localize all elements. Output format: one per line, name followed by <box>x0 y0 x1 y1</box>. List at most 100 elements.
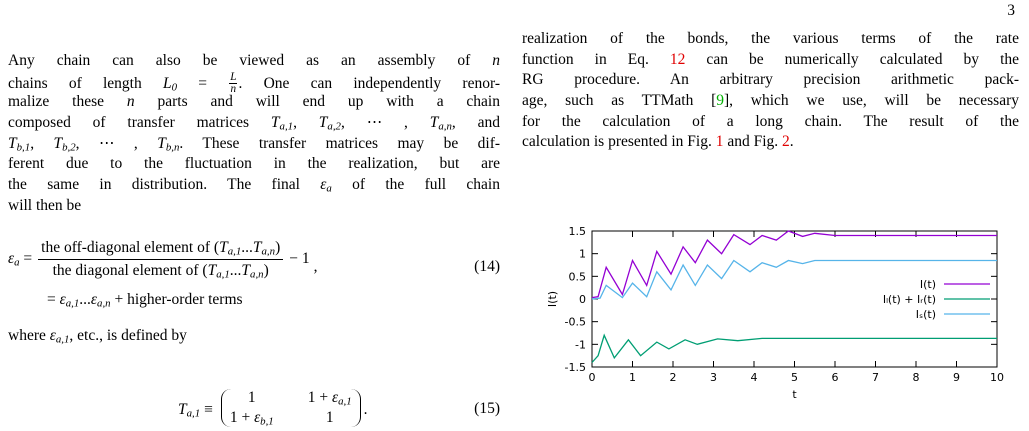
subscript: a,1 <box>65 297 80 310</box>
text: ≡ <box>200 401 213 418</box>
x-tick-label: 9 <box>953 371 960 384</box>
text: of the full chain <box>331 176 500 194</box>
text: , <box>30 134 54 152</box>
text: 1 + <box>307 389 332 406</box>
reference-link[interactable]: 1 <box>715 133 724 151</box>
math-symbol: T <box>270 114 280 132</box>
equation: εa = the off-diagonal element of (Ta,1..… <box>8 234 500 284</box>
equation-end: . <box>363 401 368 418</box>
citation-link[interactable]: 9 <box>716 92 724 110</box>
math-symbol: T <box>219 238 228 256</box>
text: realization of the bonds, the various te… <box>522 30 1019 47</box>
math-symbol: ε <box>49 327 56 344</box>
text-line: where εa,1, etc., is defined by <box>8 326 500 347</box>
subscript: a <box>326 182 332 195</box>
x-tick-label: 0 <box>589 371 596 384</box>
reference-link[interactable]: 2 <box>782 133 790 151</box>
x-tick-label: 6 <box>832 371 839 384</box>
text-line: malize these n parts and will end up wit… <box>8 92 500 113</box>
subscript: a,1 <box>279 120 294 133</box>
x-tick-label: 4 <box>751 371 758 384</box>
math-symbol: n <box>126 93 135 111</box>
text: age, such as TTMath [ <box>522 92 717 110</box>
text: 1 + <box>229 409 255 426</box>
text-line: composed of transfer matrices Ta,1, Ta,2… <box>8 113 500 134</box>
text: 1 <box>325 409 334 426</box>
text: . These transfer matrices may be dif- <box>179 134 500 152</box>
equation-number: (15) <box>474 400 500 417</box>
x-tick-label: 7 <box>872 371 879 384</box>
text: calculation is presented in Fig. <box>522 133 716 151</box>
line-series <box>591 259 997 300</box>
text: . One can independently renor- <box>238 74 500 92</box>
text: , etc., is defined by <box>69 327 187 344</box>
math-symbol: T <box>53 134 63 152</box>
subscript: 0 <box>171 81 178 93</box>
text-line: RG procedure. An arbitrary precision ari… <box>522 70 1019 91</box>
text: the same in distribution. The final <box>8 176 321 194</box>
math-symbol: ε <box>254 409 261 426</box>
text: parts and will end up with a chain <box>134 93 500 111</box>
text-line: age, such as TTMath [9], which we use, w… <box>522 91 1019 112</box>
equation-lhs: εa = <box>8 250 32 268</box>
equation-lhs: Ta,1 ≡ <box>178 401 213 419</box>
text-line: ferent due to the fluctuation in the rea… <box>8 154 500 175</box>
y-tick-label: 0 <box>579 293 586 306</box>
math-symbol: ε <box>320 176 327 194</box>
text: where <box>8 327 50 344</box>
paragraph: where εa,1, etc., is defined by <box>8 326 500 347</box>
text: ) <box>275 238 281 256</box>
x-tick-label: 3 <box>710 371 717 384</box>
subscript: b,n <box>165 141 180 154</box>
subscript: a,2 <box>327 120 341 133</box>
text: , and <box>451 114 500 132</box>
x-tick-label: 2 <box>670 371 677 384</box>
text-line: calculation is presented in Fig. 1 and F… <box>522 132 1019 153</box>
x-tick-label: 1 <box>629 371 636 384</box>
equation-tail: − 1 <box>289 250 310 267</box>
subscript: b,1 <box>16 141 31 154</box>
text-line: the same in distribution. The final εa o… <box>8 175 500 196</box>
x-tick-label: 10 <box>990 371 1004 384</box>
subscript: a,1 <box>186 407 201 420</box>
text-line: function in Eq. 12 can be numerically ca… <box>522 50 1019 71</box>
numerator: the off-diagonal element of (Ta,1...Ta,n… <box>38 238 284 260</box>
math-symbol: T <box>241 261 251 279</box>
subscript: b,2 <box>62 141 76 154</box>
equation: Ta,1 ≡ 1 1 + εa,1 1 + εb,1 1 . (15) <box>8 385 500 431</box>
y-axis-label: I(t) <box>546 291 559 307</box>
text: 1 <box>247 389 256 406</box>
math-symbol: T <box>429 114 439 132</box>
math-symbol: ε <box>8 250 15 267</box>
equation-number: (14) <box>474 258 500 275</box>
subscript: a <box>14 256 20 269</box>
subscript: a,1 <box>227 245 242 258</box>
denominator: n <box>230 83 237 93</box>
page-number: 3 <box>1007 2 1015 19</box>
reference-link[interactable]: 12 <box>669 50 686 68</box>
chart: 1.510.50-0.5-1-1.50 1 2 3 4 5 6 7 8 9 10tI(t)I(t)I… <box>546 225 1004 401</box>
text: , ⋯ , <box>340 114 430 132</box>
math-symbol: n <box>492 52 500 69</box>
text: ], which we use, will be necessary <box>724 92 1019 110</box>
math-symbol: T <box>157 134 166 152</box>
y-tick-label: -0.5 <box>565 316 586 329</box>
matrix: 1 1 + εa,1 1 + εb,1 1 <box>220 389 361 427</box>
math-symbol: T <box>318 114 328 132</box>
matrix-cell: 1 + εa,1 <box>308 389 352 407</box>
text: RG procedure. An arbitrary precision ari… <box>522 71 1019 89</box>
subscript: a,n <box>250 268 264 281</box>
text: malize these <box>8 93 127 111</box>
text: the off-diagonal element of ( <box>41 238 220 256</box>
equation-comma: , <box>313 258 318 275</box>
text-line: Any chain can also be viewed as an assem… <box>8 51 500 72</box>
text: will then be <box>8 196 82 214</box>
text-line: will then be <box>8 196 500 217</box>
plot-frame <box>591 230 998 368</box>
equation-line: = εa,1...εa,n + higher-order terms <box>47 290 243 311</box>
math-symbol: L <box>162 74 172 92</box>
fraction: the off-diagonal element of (Ta,1...Ta,n… <box>38 238 284 281</box>
matrix-cell: 1 <box>308 409 352 427</box>
